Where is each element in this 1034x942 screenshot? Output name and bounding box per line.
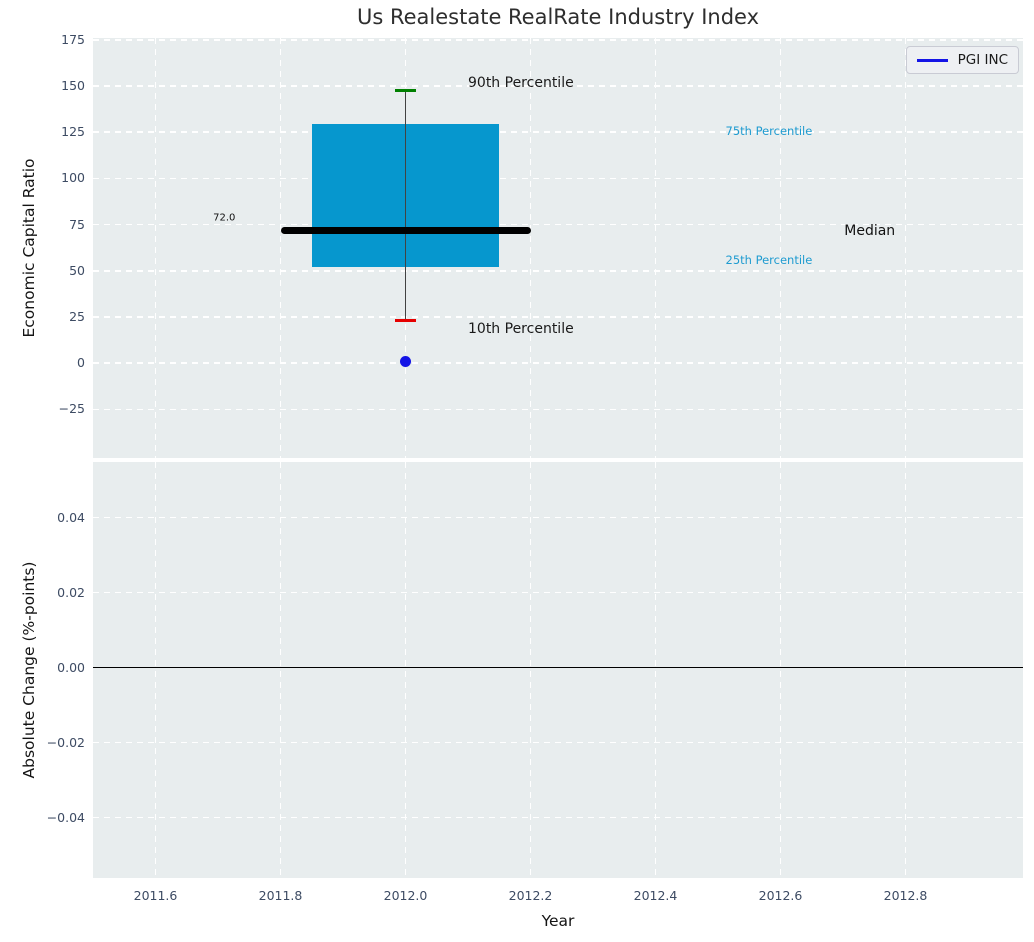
gridline-horizontal-top-plot bbox=[93, 39, 1023, 41]
legend: PGI INC bbox=[905, 46, 1019, 74]
gridline-horizontal-bottom-plot bbox=[93, 741, 1023, 744]
bottom-plot-area bbox=[93, 462, 1023, 878]
annotation-25th-percentile: 25th Percentile bbox=[725, 253, 813, 268]
gridline-horizontal-top-plot bbox=[93, 131, 1023, 133]
gridline-vertical-top-plot bbox=[529, 38, 532, 458]
x-axis-label: Year bbox=[541, 912, 575, 930]
gridline-horizontal-bottom-plot bbox=[93, 591, 1023, 594]
top-plot-ytick-label: 100 bbox=[61, 170, 85, 186]
gridline-horizontal-top-plot bbox=[93, 316, 1023, 318]
chart-title: Us Realestate RealRate Industry Index bbox=[356, 5, 759, 29]
x-tick-label: 2012.4 bbox=[633, 888, 678, 903]
top-plot-ytick-label: −25 bbox=[58, 401, 85, 417]
x-tick-label: 2012.6 bbox=[758, 888, 803, 903]
gridline-vertical-top-plot bbox=[654, 38, 657, 458]
top-plot-area: PGI INC 90th Percentile 10th Percentile 75… bbox=[93, 38, 1023, 458]
boxplot-cap-10th bbox=[394, 318, 417, 323]
gridline-vertical-bottom-plot bbox=[779, 462, 782, 878]
gridline-horizontal-top-plot bbox=[93, 85, 1023, 87]
annotation-median: Median bbox=[844, 222, 896, 239]
bottom-plot-ytick-label: −0.02 bbox=[46, 734, 85, 750]
boxplot-whisker-line bbox=[404, 90, 407, 321]
gridline-horizontal-bottom-plot bbox=[93, 816, 1023, 819]
gridline-vertical-top-plot bbox=[154, 38, 157, 458]
gridline-horizontal-top-plot bbox=[93, 177, 1023, 180]
x-tick-label: 2012.2 bbox=[508, 888, 553, 903]
annotation-90th-percentile: 90th Percentile bbox=[468, 75, 574, 92]
top-plot-ytick-label: 75 bbox=[69, 216, 85, 232]
gridline-vertical-bottom-plot bbox=[654, 462, 657, 878]
gridline-vertical-bottom-plot bbox=[404, 462, 407, 878]
gridline-horizontal-bottom-plot bbox=[93, 516, 1023, 519]
annotation-median-value: 72.0 bbox=[213, 212, 236, 224]
x-tick-label: 2012.8 bbox=[883, 888, 928, 903]
x-tick-label: 2012.0 bbox=[383, 888, 428, 903]
legend-label: PGI INC bbox=[957, 52, 1008, 68]
annotation-75th-percentile: 75th Percentile bbox=[725, 124, 813, 139]
zero-line bbox=[93, 666, 1023, 669]
bottom-plot-ytick-label: 0.02 bbox=[57, 584, 85, 600]
gridline-vertical-top-plot bbox=[279, 38, 282, 458]
top-plot-ytick-label: 25 bbox=[69, 309, 85, 324]
x-tick-label: 2011.6 bbox=[133, 888, 178, 903]
bottom-plot-ytick-label: −0.04 bbox=[46, 809, 85, 825]
legend-line-sample bbox=[916, 58, 948, 62]
gridline-horizontal-top-plot bbox=[93, 408, 1023, 411]
gridline-horizontal-top-plot bbox=[93, 223, 1023, 226]
bottom-plot-ytick-label: 0.00 bbox=[57, 659, 85, 675]
gridline-horizontal-top-plot bbox=[93, 270, 1023, 272]
gridline-horizontal-top-plot bbox=[93, 362, 1023, 364]
top-plot-ytick-label: 125 bbox=[61, 124, 85, 140]
gridline-vertical-bottom-plot bbox=[904, 462, 907, 878]
top-plot-ytick-label: 0 bbox=[77, 355, 85, 371]
gridline-vertical-top-plot bbox=[779, 38, 782, 458]
top-plot-ytick-label: 150 bbox=[61, 78, 85, 94]
gridline-vertical-top-plot bbox=[904, 38, 907, 458]
annotation-10th-percentile: 10th Percentile bbox=[468, 321, 574, 338]
top-plot-ytick-label: 175 bbox=[61, 31, 85, 47]
gridline-vertical-bottom-plot bbox=[529, 462, 532, 878]
boxplot-cap-90th bbox=[394, 88, 417, 93]
gridline-vertical-bottom-plot bbox=[154, 462, 157, 878]
company-data-point bbox=[400, 355, 411, 367]
x-tick-label: 2011.8 bbox=[258, 888, 303, 903]
boxplot-median-line bbox=[280, 226, 531, 234]
gridline-vertical-bottom-plot bbox=[279, 462, 282, 878]
top-plot-ytick-label: 50 bbox=[69, 262, 85, 278]
bottom-plot-ytick-label: 0.04 bbox=[57, 509, 85, 525]
